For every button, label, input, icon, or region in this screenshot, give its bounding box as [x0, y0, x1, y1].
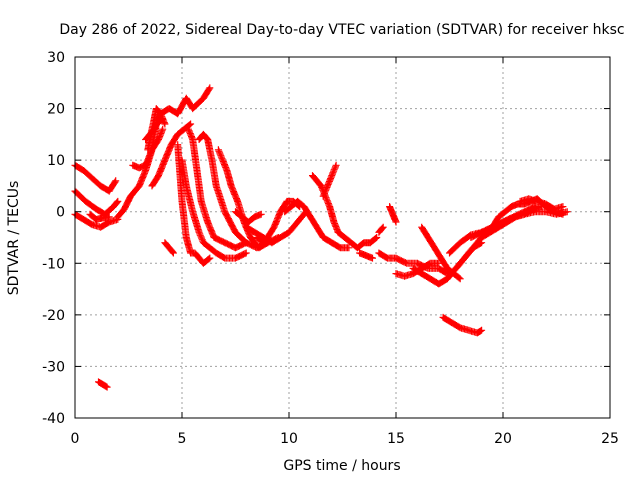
axis-ticks: 0 5 10 15 20 25 -40 -30 -20 -10 0 10 20 30: [42, 50, 619, 447]
data-series-arc-7: [129, 125, 167, 172]
data-series-arc-25: [375, 223, 387, 236]
data-series-arc-36: [516, 195, 567, 213]
data-series-arc-9: [142, 84, 214, 143]
y-tick-label: -10: [42, 256, 65, 272]
y-tick-label: 0: [56, 205, 65, 221]
data-series-arc-5: [95, 378, 111, 391]
plot-frame: [74, 56, 611, 419]
y-tick-label: -20: [42, 308, 65, 324]
data-series-arc-4: [86, 210, 113, 223]
data-series-arc-24: [356, 249, 376, 262]
data-series-arc-22: [319, 161, 340, 200]
y-tick-label: 10: [47, 153, 65, 169]
x-tick-label: 25: [601, 431, 619, 447]
data-series-arc-15: [195, 130, 272, 252]
x-tick-label: 5: [178, 431, 187, 447]
data-series-arc-10: [148, 120, 195, 190]
chart-title: Day 286 of 2022, Sidereal Day-to-day VTE…: [59, 22, 624, 38]
y-tick-label: -40: [42, 411, 65, 427]
data-series-arc-17: [232, 208, 265, 226]
x-tick-label: 0: [71, 431, 80, 447]
data-series-arc-23: [334, 228, 381, 252]
data-series-arc-1: [71, 161, 120, 195]
y-tick-label: 30: [47, 50, 65, 66]
data-series-arc-14: [184, 125, 250, 252]
x-axis-label: GPS time / hours: [283, 458, 400, 474]
data-series-arc-16: [214, 146, 282, 252]
data-points: [71, 84, 571, 391]
x-tick-label: 20: [494, 431, 512, 447]
data-series-arc-13: [178, 156, 250, 262]
y-tick-label: -30: [42, 359, 65, 375]
data-series-arc-26: [386, 203, 400, 226]
x-tick-label: 10: [280, 431, 298, 447]
data-series-arc-20: [281, 197, 353, 252]
y-tick-label: 20: [47, 102, 65, 118]
data-series-arc-19: [242, 208, 310, 247]
data-series-arc-11: [161, 239, 177, 257]
data-series-arc-31: [439, 313, 486, 337]
x-tick-label: 15: [387, 431, 405, 447]
y-axis-label: SDTVAR / TECUs: [6, 181, 22, 296]
